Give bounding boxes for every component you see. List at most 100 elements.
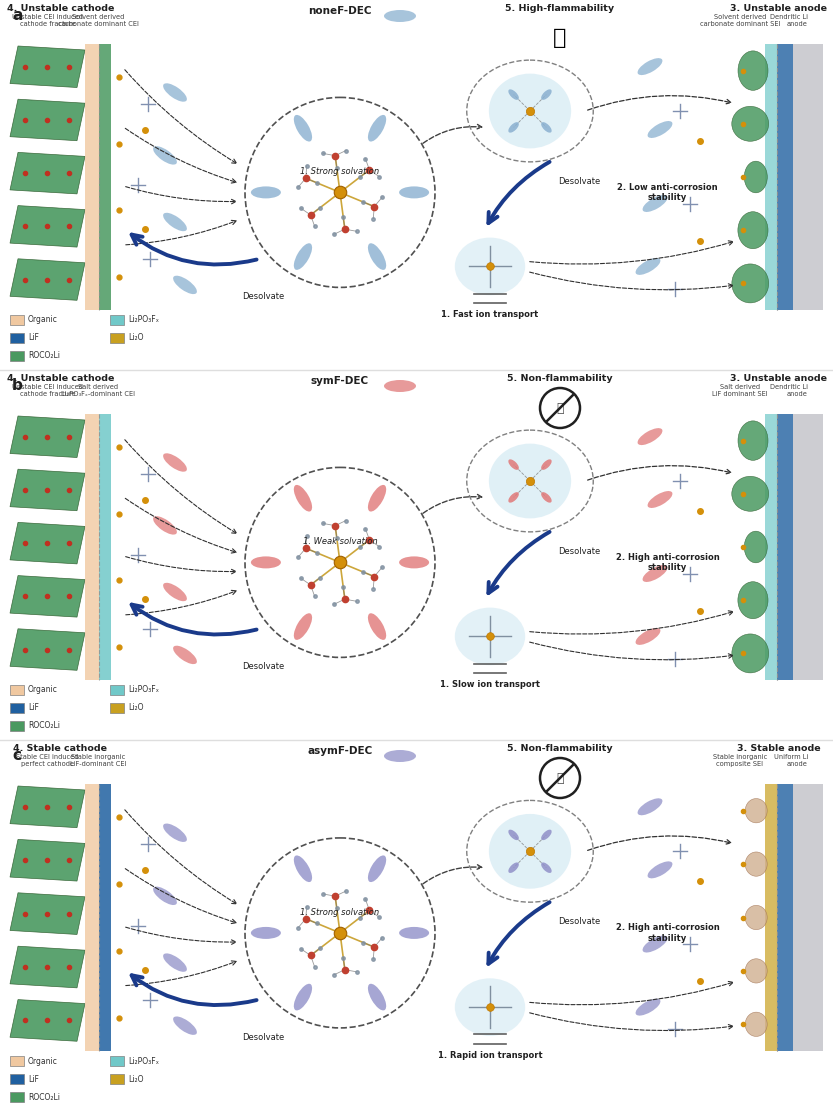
Ellipse shape	[738, 212, 768, 249]
Ellipse shape	[647, 861, 672, 879]
Ellipse shape	[642, 565, 667, 582]
Ellipse shape	[384, 380, 416, 392]
Bar	[10, 351, 24, 361]
FancyArrowPatch shape	[125, 440, 237, 533]
Text: 1. Slow ion transport: 1. Slow ion transport	[440, 680, 540, 690]
Ellipse shape	[541, 89, 551, 100]
Bar	[85, 44, 99, 310]
Text: 5. High-flammability: 5. High-flammability	[506, 4, 615, 13]
Text: 🔥: 🔥	[556, 771, 564, 784]
Text: Salt derived
LiF dominant SEI: Salt derived LiF dominant SEI	[712, 384, 768, 397]
Text: 1. Strong solvation: 1. Strong solvation	[301, 167, 380, 176]
Text: Li₂PO₃Fₓ: Li₂PO₃Fₓ	[128, 316, 159, 324]
Polygon shape	[10, 469, 85, 511]
FancyArrowPatch shape	[530, 642, 733, 660]
Ellipse shape	[541, 122, 551, 132]
Ellipse shape	[637, 428, 662, 446]
Ellipse shape	[746, 799, 767, 823]
Ellipse shape	[368, 114, 387, 141]
Polygon shape	[10, 259, 85, 300]
FancyArrowPatch shape	[126, 961, 237, 985]
Ellipse shape	[637, 799, 662, 815]
Ellipse shape	[368, 484, 387, 511]
Text: 5. Non-flammability: 5. Non-flammability	[507, 374, 613, 383]
Text: c: c	[12, 748, 21, 763]
Ellipse shape	[251, 187, 281, 199]
Ellipse shape	[746, 959, 767, 983]
Text: 2. High anti-corrosion
stability: 2. High anti-corrosion stability	[616, 552, 720, 572]
Bar	[10, 685, 24, 695]
Ellipse shape	[541, 459, 551, 470]
Text: Organic: Organic	[28, 685, 57, 694]
Text: Unstable CEI induced
cathode fracture: Unstable CEI induced cathode fracture	[12, 14, 83, 27]
Ellipse shape	[508, 830, 519, 840]
Ellipse shape	[508, 862, 519, 873]
Ellipse shape	[384, 750, 416, 762]
Text: Desolvate: Desolvate	[242, 662, 285, 671]
FancyArrowPatch shape	[132, 604, 257, 634]
Bar	[85, 784, 99, 1051]
Polygon shape	[10, 206, 85, 247]
Text: Stable inorganic
LiF-dominant CEI: Stable inorganic LiF-dominant CEI	[70, 754, 126, 767]
Bar	[10, 1055, 24, 1065]
Text: Organic: Organic	[28, 1057, 57, 1065]
Polygon shape	[10, 893, 85, 934]
Ellipse shape	[642, 196, 667, 212]
Ellipse shape	[294, 114, 312, 141]
FancyArrowPatch shape	[125, 810, 237, 904]
Text: 🔥: 🔥	[556, 401, 564, 414]
Text: ROCO₂Li: ROCO₂Li	[28, 1092, 60, 1101]
Text: LiF: LiF	[28, 703, 39, 712]
Ellipse shape	[732, 634, 769, 673]
Ellipse shape	[163, 953, 187, 972]
Text: 🔥: 🔥	[553, 28, 566, 48]
Text: a: a	[12, 8, 22, 23]
Bar	[793, 784, 823, 1051]
Ellipse shape	[541, 492, 551, 502]
Bar	[110, 703, 124, 713]
FancyArrowPatch shape	[126, 187, 236, 203]
Bar	[85, 414, 99, 680]
Ellipse shape	[732, 264, 769, 303]
FancyArrowPatch shape	[126, 220, 237, 244]
Text: Solvent derived
carbonate dominant CEI: Solvent derived carbonate dominant CEI	[57, 14, 138, 27]
Ellipse shape	[647, 121, 672, 138]
Ellipse shape	[508, 459, 519, 470]
Polygon shape	[10, 416, 85, 458]
FancyArrowPatch shape	[530, 1013, 733, 1031]
Text: Organic: Organic	[28, 316, 57, 324]
Bar	[10, 721, 24, 731]
Ellipse shape	[489, 443, 571, 519]
Ellipse shape	[163, 823, 187, 842]
Bar	[10, 1074, 24, 1084]
Text: LiF: LiF	[28, 1074, 39, 1083]
Text: Uniform Li
anode: Uniform Li anode	[774, 754, 808, 767]
Bar	[765, 414, 777, 680]
Text: Desolvate: Desolvate	[558, 547, 601, 556]
Bar	[110, 1074, 124, 1084]
Text: 3. Unstable anode: 3. Unstable anode	[731, 4, 827, 13]
Text: Li₂PO₃Fₓ: Li₂PO₃Fₓ	[128, 1057, 159, 1065]
Text: ROCO₂Li: ROCO₂Li	[28, 351, 60, 360]
Bar	[10, 316, 24, 326]
Text: 1. Rapid ion transport: 1. Rapid ion transport	[437, 1051, 542, 1060]
Ellipse shape	[455, 608, 525, 665]
Bar	[10, 1092, 24, 1102]
Polygon shape	[10, 46, 85, 88]
FancyArrowPatch shape	[126, 928, 236, 944]
Text: Li₂O: Li₂O	[128, 703, 143, 712]
Bar	[777, 44, 793, 310]
Ellipse shape	[163, 453, 187, 472]
Bar	[793, 414, 823, 680]
Ellipse shape	[508, 492, 519, 502]
Ellipse shape	[489, 814, 571, 889]
Text: ROCO₂Li: ROCO₂Li	[28, 721, 60, 731]
Polygon shape	[10, 152, 85, 194]
FancyArrowPatch shape	[125, 70, 237, 163]
Ellipse shape	[738, 51, 768, 90]
Bar	[765, 784, 777, 1051]
Text: Desolvate: Desolvate	[558, 918, 601, 927]
Ellipse shape	[637, 58, 662, 76]
Ellipse shape	[455, 238, 525, 296]
Ellipse shape	[368, 855, 387, 882]
